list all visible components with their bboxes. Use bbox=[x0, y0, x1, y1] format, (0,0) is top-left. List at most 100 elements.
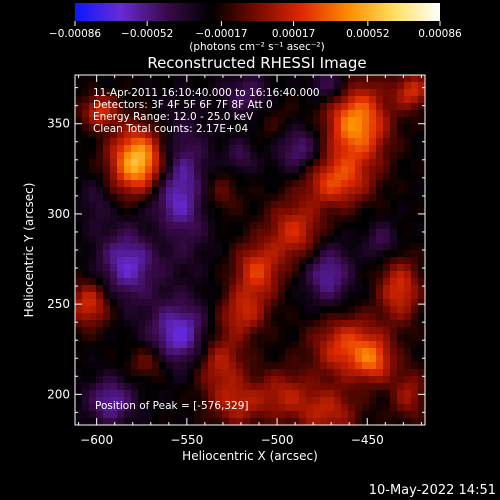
heatmap-cell bbox=[152, 215, 160, 223]
heatmap-cell bbox=[138, 173, 146, 181]
heatmap-cell bbox=[208, 411, 216, 419]
heatmap-cell bbox=[362, 180, 370, 188]
heatmap-cell bbox=[334, 215, 342, 223]
heatmap-cell bbox=[292, 236, 300, 244]
heatmap-cell bbox=[306, 397, 314, 405]
heatmap-cell bbox=[383, 138, 391, 146]
heatmap-cell bbox=[292, 376, 300, 384]
heatmap-cell bbox=[292, 215, 300, 223]
heatmap-cell bbox=[117, 138, 125, 146]
heatmap-cell bbox=[327, 257, 335, 265]
heatmap-cell bbox=[299, 159, 307, 167]
heatmap-cell bbox=[355, 159, 363, 167]
heatmap-cell bbox=[390, 257, 398, 265]
heatmap-cell bbox=[320, 236, 328, 244]
heatmap-cell bbox=[138, 159, 146, 167]
heatmap-cell bbox=[82, 348, 90, 356]
heatmap-cell bbox=[75, 215, 83, 223]
heatmap-cell bbox=[152, 313, 160, 321]
heatmap-cell bbox=[320, 159, 328, 167]
heatmap-cell bbox=[271, 229, 279, 237]
heatmap-cell bbox=[201, 264, 209, 272]
heatmap-cell bbox=[418, 320, 426, 328]
heatmap-cell bbox=[166, 418, 174, 426]
heatmap-cell bbox=[362, 376, 370, 384]
heatmap-cell bbox=[75, 341, 83, 349]
heatmap-cell bbox=[208, 201, 216, 209]
heatmap-cell bbox=[313, 404, 321, 412]
heatmap-cell bbox=[166, 110, 174, 118]
heatmap-cell bbox=[229, 250, 237, 258]
heatmap-cell bbox=[411, 138, 419, 146]
heatmap-cell bbox=[173, 306, 181, 314]
heatmap-cell bbox=[215, 313, 223, 321]
heatmap-cell bbox=[145, 264, 153, 272]
heatmap-cell bbox=[390, 145, 398, 153]
colorbar bbox=[75, 3, 440, 21]
heatmap-cell bbox=[250, 313, 258, 321]
heatmap-cell bbox=[75, 131, 83, 139]
heatmap-cell bbox=[285, 229, 293, 237]
heatmap-cell bbox=[96, 243, 104, 251]
heatmap-cell bbox=[369, 110, 377, 118]
heatmap-cell bbox=[320, 201, 328, 209]
heatmap-cell bbox=[397, 292, 405, 300]
heatmap-cell bbox=[334, 404, 342, 412]
heatmap-cell bbox=[306, 173, 314, 181]
heatmap-cell bbox=[229, 243, 237, 251]
heatmap-cell bbox=[124, 383, 132, 391]
heatmap-cell bbox=[243, 383, 251, 391]
heatmap-cell bbox=[222, 327, 230, 335]
heatmap-cell bbox=[166, 201, 174, 209]
heatmap-cell bbox=[327, 320, 335, 328]
heatmap-cell bbox=[390, 278, 398, 286]
heatmap-cell bbox=[208, 390, 216, 398]
heatmap-cell bbox=[208, 173, 216, 181]
heatmap-cell bbox=[250, 341, 258, 349]
heatmap-cell bbox=[96, 369, 104, 377]
heatmap-cell bbox=[180, 75, 188, 83]
heatmap-cell bbox=[271, 397, 279, 405]
heatmap-cell bbox=[173, 250, 181, 258]
heatmap-cell bbox=[117, 362, 125, 370]
heatmap-cell bbox=[159, 145, 167, 153]
heatmap-cell bbox=[306, 229, 314, 237]
heatmap-cell bbox=[138, 292, 146, 300]
heatmap-cell bbox=[110, 341, 118, 349]
heatmap-cell bbox=[313, 89, 321, 97]
heatmap-cell bbox=[236, 250, 244, 258]
heatmap-cell bbox=[131, 341, 139, 349]
heatmap-cell bbox=[411, 215, 419, 223]
heatmap-cell bbox=[355, 173, 363, 181]
heatmap-cell bbox=[152, 138, 160, 146]
heatmap-cell bbox=[166, 152, 174, 160]
heatmap-cell bbox=[411, 201, 419, 209]
heatmap-cell bbox=[124, 152, 132, 160]
heatmap-cell bbox=[341, 117, 349, 125]
heatmap-cell bbox=[229, 159, 237, 167]
chart-title: Reconstructed RHESSI Image bbox=[147, 54, 366, 72]
heatmap-cell bbox=[313, 313, 321, 321]
heatmap-cell bbox=[222, 355, 230, 363]
heatmap-cell bbox=[159, 166, 167, 174]
heatmap-cell bbox=[173, 82, 181, 90]
heatmap-cell bbox=[355, 327, 363, 335]
heatmap-cell bbox=[187, 82, 195, 90]
heatmap-cell bbox=[243, 285, 251, 293]
heatmap-cell bbox=[369, 390, 377, 398]
heatmap-cell bbox=[117, 418, 125, 426]
heatmap-cell bbox=[376, 299, 384, 307]
heatmap-cell bbox=[201, 131, 209, 139]
heatmap-cell bbox=[334, 145, 342, 153]
heatmap-cell bbox=[397, 110, 405, 118]
heatmap-cell bbox=[138, 75, 146, 83]
heatmap-cell bbox=[173, 362, 181, 370]
heatmap-cell bbox=[313, 397, 321, 405]
heatmap-cell bbox=[306, 369, 314, 377]
heatmap-cell bbox=[362, 159, 370, 167]
heatmap-cell bbox=[250, 390, 258, 398]
heatmap-cell bbox=[243, 313, 251, 321]
heatmap-image bbox=[75, 75, 426, 426]
heatmap-cell bbox=[222, 243, 230, 251]
heatmap-cell bbox=[159, 250, 167, 258]
